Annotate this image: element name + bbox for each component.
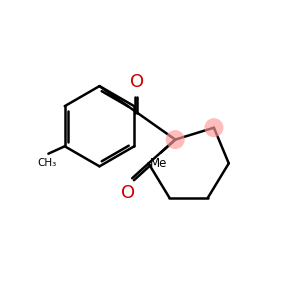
Circle shape (204, 118, 224, 137)
Text: Me: Me (150, 158, 168, 170)
Text: O: O (130, 73, 144, 91)
Circle shape (166, 130, 185, 149)
Text: CH₃: CH₃ (37, 158, 56, 168)
Text: O: O (121, 184, 135, 202)
